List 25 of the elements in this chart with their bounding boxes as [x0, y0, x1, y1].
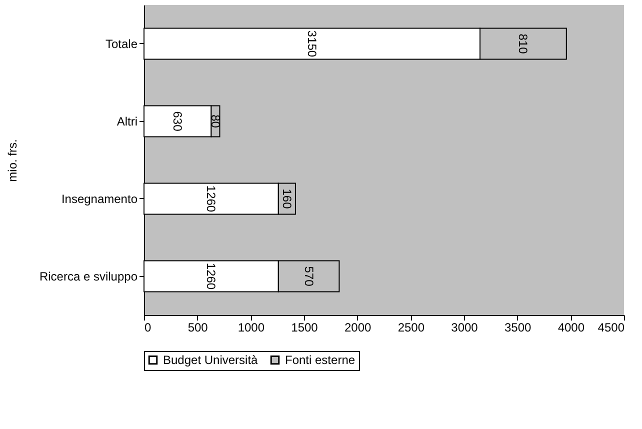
x-tick-label: 0	[144, 320, 152, 334]
data-label: 630	[170, 111, 185, 132]
x-tick-label: 2000	[344, 320, 372, 334]
x-tick-label: 500	[188, 320, 208, 334]
y-tick-label: Insegnamento	[61, 192, 138, 206]
x-tick-label: 1500	[291, 320, 318, 334]
data-label: 1260	[204, 185, 218, 212]
data-label: 810	[516, 34, 530, 54]
data-label: 80	[208, 114, 222, 128]
data-label: 3150	[305, 30, 319, 58]
y-axis-title: mio. frs.	[5, 139, 20, 182]
legend-label: Fonti esterne	[285, 353, 356, 368]
data-label: 570	[302, 266, 316, 287]
y-tick-label: Totale	[105, 36, 138, 51]
x-tick-label: 3500	[504, 320, 532, 334]
y-tick-label: Ricerca e sviluppo	[39, 269, 138, 284]
legend-label: Budget Università	[163, 353, 258, 368]
y-tick-label: Altri	[116, 114, 138, 128]
x-tick-label: 4500	[598, 320, 625, 334]
x-tick-label: 4000	[558, 320, 585, 334]
x-tick-label: 2500	[398, 320, 425, 334]
x-tick-label: 1000	[238, 320, 265, 334]
data-label: 160	[280, 188, 294, 210]
data-label: 1260	[204, 262, 218, 290]
x-tick-label: 3000	[451, 320, 478, 334]
